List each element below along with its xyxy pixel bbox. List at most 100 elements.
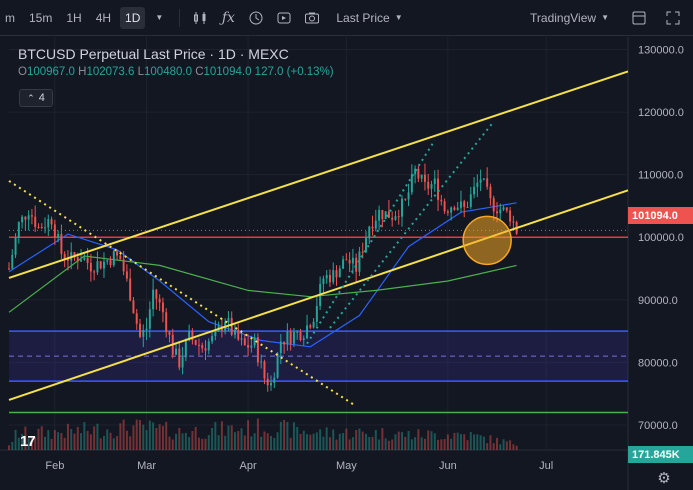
candle-body: [57, 234, 60, 238]
candle-body: [50, 219, 53, 225]
candle-body: [325, 274, 328, 279]
candle-body: [243, 338, 246, 345]
candle-body: [112, 251, 115, 266]
volume-bar: [181, 433, 184, 450]
volume-bar: [240, 428, 243, 450]
fullscreen-icon[interactable]: [659, 6, 687, 30]
volume-bar: [184, 432, 187, 450]
volume-bar: [93, 426, 96, 450]
candle-body: [397, 216, 400, 218]
candle-body: [371, 226, 374, 229]
function-icon[interactable]: ƒx: [221, 9, 235, 26]
volume-bar: [171, 439, 174, 450]
candle-body: [53, 224, 56, 238]
price-type-dropdown[interactable]: Last Price ▼: [330, 11, 408, 25]
volume-bar: [319, 429, 322, 450]
volume-bar: [83, 421, 86, 450]
indicators-toggle[interactable]: ⌃ 4: [19, 89, 53, 107]
volume-bar: [158, 424, 161, 450]
candle-body: [466, 206, 469, 208]
candle-body: [499, 209, 502, 214]
current-price-value: 101094.0: [632, 209, 678, 222]
volume-bar: [50, 438, 53, 450]
volume-bar: [479, 435, 482, 450]
volume-bar: [73, 433, 76, 450]
interval-m[interactable]: m: [5, 10, 15, 25]
candle-body: [502, 207, 505, 210]
volume-bar: [27, 438, 30, 450]
candle-body: [73, 252, 76, 258]
volume-bar: [99, 438, 102, 450]
volume-bar: [299, 433, 302, 450]
volume-bar: [135, 419, 138, 450]
gear-icon[interactable]: ⚙: [657, 470, 671, 487]
layout-icon[interactable]: [625, 6, 653, 30]
candle-body: [119, 255, 122, 260]
candle-body: [250, 345, 253, 348]
volume-bar: [410, 439, 413, 450]
volume-bar: [201, 438, 204, 450]
volume-bar: [197, 437, 200, 450]
volume-bar: [279, 421, 282, 450]
candle-body: [80, 259, 83, 262]
open-label: O: [18, 66, 27, 78]
interval-4h[interactable]: 4H: [95, 10, 112, 25]
volume-bar: [122, 419, 125, 450]
candle-body: [102, 261, 105, 269]
candle-body: [384, 211, 387, 219]
volume-bar: [24, 426, 27, 450]
replay-icon[interactable]: [270, 6, 298, 30]
volume-bar: [63, 437, 66, 450]
candle-body: [381, 210, 384, 219]
candle-body: [8, 268, 10, 270]
candle-body: [355, 257, 358, 272]
volume-bar: [129, 436, 132, 450]
moving-average-line: [8, 255, 517, 313]
candle-body: [11, 254, 14, 269]
camera-icon[interactable]: [298, 6, 326, 30]
candle-body: [237, 329, 240, 340]
volume-bar: [456, 432, 459, 450]
volume-bar: [165, 421, 168, 450]
chevron-down-icon[interactable]: ▼: [155, 13, 164, 22]
price-zones: [9, 330, 628, 382]
candle-body: [214, 331, 217, 336]
trendlines[interactable]: [8, 70, 629, 408]
chevron-down-icon: ▼: [601, 13, 609, 22]
volume-bar: [96, 423, 99, 450]
candle-body: [417, 168, 420, 179]
candle-body: [116, 251, 119, 256]
highlight-circle[interactable]: [462, 215, 512, 266]
interval-1d[interactable]: 1D: [120, 6, 146, 29]
volume-bar: [266, 433, 269, 450]
interval-15m[interactable]: 15m: [29, 10, 53, 25]
volume-bar: [358, 428, 361, 450]
candle-body: [322, 278, 325, 285]
volume-bar: [237, 431, 240, 450]
volume-bar: [53, 429, 56, 450]
source-dropdown[interactable]: TradingView ▼: [524, 11, 615, 25]
volume-bar: [459, 433, 462, 450]
candle-body: [273, 377, 276, 383]
volume-bar: [509, 440, 512, 450]
candle-body: [387, 211, 390, 218]
volume-bar: [345, 428, 348, 450]
volume-bar: [476, 434, 479, 450]
candle-body: [328, 274, 331, 283]
volume-bar: [433, 433, 436, 450]
candle-body: [194, 339, 197, 345]
candle-body: [191, 330, 194, 340]
volume-bar: [499, 444, 502, 450]
volume-bar: [420, 437, 423, 450]
volume-bar: [414, 437, 417, 450]
candles-icon[interactable]: [186, 6, 214, 30]
volume-bar: [112, 438, 115, 450]
price-chart[interactable]: 130000.0 120000.0 110000.0 100000.0 90000.0 8…: [0, 37, 693, 490]
volume-bar: [466, 440, 469, 450]
moving-average-line: [8, 202, 517, 348]
compare-icon[interactable]: [242, 6, 270, 30]
candle-body: [24, 216, 27, 220]
candle-body: [394, 216, 397, 220]
volume-bar: [276, 432, 279, 450]
interval-1h[interactable]: 1H: [66, 10, 82, 25]
